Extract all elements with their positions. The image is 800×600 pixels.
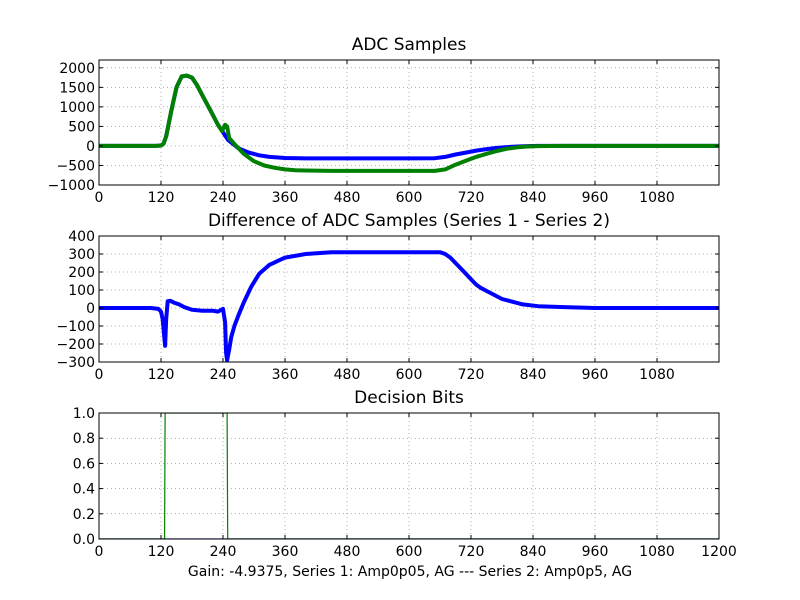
- y-tick-label: 0.6: [73, 456, 95, 472]
- x-tick-label: 1080: [639, 367, 675, 383]
- y-tick-label: 1500: [59, 80, 95, 96]
- x-tick-label: 720: [458, 190, 485, 206]
- chart-title: Difference of ADC Samples (Series 1 - Se…: [208, 211, 610, 231]
- y-tick-label: −100: [57, 319, 95, 335]
- y-tick-label: 100: [68, 283, 95, 299]
- x-tick-label: 360: [272, 367, 299, 383]
- x-tick-label: 720: [458, 544, 485, 560]
- x-tick-label: 360: [272, 190, 299, 206]
- x-tick-label: 600: [396, 544, 423, 560]
- x-tick-label: 480: [334, 190, 361, 206]
- x-tick-label: 480: [334, 367, 361, 383]
- x-tick-label: 960: [582, 544, 609, 560]
- y-tick-label: 300: [68, 247, 95, 263]
- x-tick-label: 600: [396, 367, 423, 383]
- figure-caption: Gain: -4.9375, Series 1: Amp0p05, AG ---…: [188, 564, 632, 580]
- x-tick-label: 0: [95, 367, 104, 383]
- y-tick-label: −1000: [48, 178, 95, 194]
- y-tick-label: 2000: [59, 61, 95, 77]
- x-tick-label: 240: [210, 544, 237, 560]
- x-tick-label: 840: [520, 190, 547, 206]
- plot-frame: [98, 235, 720, 363]
- y-tick-label: 0.0: [73, 532, 95, 548]
- x-tick-label: 120: [148, 367, 175, 383]
- y-tick-label: 500: [68, 119, 95, 135]
- y-tick-label: 0.8: [73, 431, 95, 447]
- y-tick-label: 0: [86, 301, 95, 317]
- x-tick-label: 480: [334, 544, 361, 560]
- y-tick-label: 200: [68, 265, 95, 281]
- x-tick-label: 0: [95, 544, 104, 560]
- x-tick-label: 960: [582, 367, 609, 383]
- y-tick-label: 1000: [59, 100, 95, 116]
- y-tick-label: −300: [57, 355, 95, 371]
- x-tick-label: 0: [95, 190, 104, 206]
- y-tick-label: 0.4: [73, 482, 95, 498]
- x-tick-label: 120: [148, 544, 175, 560]
- chart-title: Decision Bits: [354, 388, 464, 408]
- x-tick-label: 240: [210, 190, 237, 206]
- x-tick-label: 240: [210, 367, 237, 383]
- x-tick-label: 600: [396, 190, 423, 206]
- y-tick-label: 1.0: [73, 406, 95, 422]
- plot-frame: [98, 412, 720, 540]
- series-line-2: [99, 413, 719, 539]
- series-line-2: [99, 73, 719, 173]
- x-tick-label: 960: [582, 190, 609, 206]
- y-tick-label: 0.2: [73, 507, 95, 523]
- x-tick-label: 120: [148, 190, 175, 206]
- chart-panel-2: 0 120 240 360 480 600 720 840 960 1080 −300 −200 −10…: [57, 211, 720, 383]
- y-tick-label: −500: [57, 158, 95, 174]
- x-tick-label: 360: [272, 544, 299, 560]
- x-tick-label: 1200: [701, 544, 737, 560]
- chart-panel-1: 0 120 240 360 480 600 720 840 960 1080−1000−50005…: [48, 35, 720, 206]
- y-tick-label: 0: [86, 139, 95, 155]
- chart-panels: 0 120 240 360 480 600 720 840 960 1080−1000−50005…: [48, 35, 737, 560]
- y-tick-label: −200: [57, 337, 95, 353]
- x-tick-label: 1080: [639, 190, 675, 206]
- series-line-1: [99, 250, 719, 362]
- chart-panel-3: 0 120 240 360 480 600 720 840 960 1080 1200 0.0 0.2 0…: [73, 388, 737, 560]
- x-tick-label: 840: [520, 367, 547, 383]
- x-tick-label: 720: [458, 367, 485, 383]
- x-tick-label: 1080: [639, 544, 675, 560]
- chart-title: ADC Samples: [352, 35, 467, 55]
- x-tick-label: 840: [520, 544, 547, 560]
- y-tick-label: 400: [68, 229, 95, 245]
